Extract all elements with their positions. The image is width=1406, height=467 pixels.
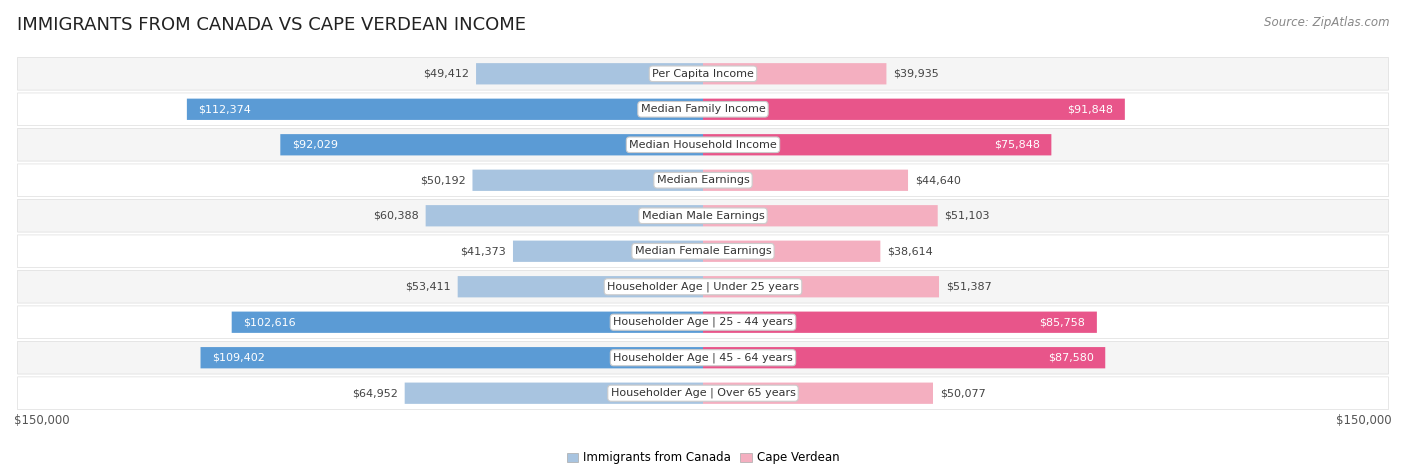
FancyBboxPatch shape xyxy=(17,93,1389,126)
Text: $53,411: $53,411 xyxy=(405,282,451,292)
Text: $92,029: $92,029 xyxy=(292,140,337,150)
FancyBboxPatch shape xyxy=(703,241,880,262)
Text: Median Household Income: Median Household Income xyxy=(628,140,778,150)
Text: Median Family Income: Median Family Income xyxy=(641,104,765,114)
FancyBboxPatch shape xyxy=(703,99,1125,120)
FancyBboxPatch shape xyxy=(17,199,1389,232)
Text: $102,616: $102,616 xyxy=(243,317,295,327)
Text: $50,192: $50,192 xyxy=(420,175,465,185)
FancyBboxPatch shape xyxy=(17,306,1389,339)
FancyBboxPatch shape xyxy=(703,134,1052,156)
Text: Median Earnings: Median Earnings xyxy=(657,175,749,185)
FancyBboxPatch shape xyxy=(458,276,703,297)
Text: Householder Age | Under 25 years: Householder Age | Under 25 years xyxy=(607,282,799,292)
FancyBboxPatch shape xyxy=(703,63,886,85)
FancyBboxPatch shape xyxy=(513,241,703,262)
FancyBboxPatch shape xyxy=(703,205,938,226)
FancyBboxPatch shape xyxy=(703,382,934,404)
Text: $112,374: $112,374 xyxy=(198,104,252,114)
Text: Median Male Earnings: Median Male Earnings xyxy=(641,211,765,221)
FancyBboxPatch shape xyxy=(426,205,703,226)
FancyBboxPatch shape xyxy=(17,57,1389,90)
Text: $51,103: $51,103 xyxy=(945,211,990,221)
Text: IMMIGRANTS FROM CANADA VS CAPE VERDEAN INCOME: IMMIGRANTS FROM CANADA VS CAPE VERDEAN I… xyxy=(17,16,526,35)
Text: $150,000: $150,000 xyxy=(1336,414,1392,427)
FancyBboxPatch shape xyxy=(17,164,1389,197)
FancyBboxPatch shape xyxy=(17,270,1389,303)
FancyBboxPatch shape xyxy=(201,347,703,368)
Text: $41,373: $41,373 xyxy=(460,246,506,256)
FancyBboxPatch shape xyxy=(187,99,703,120)
FancyBboxPatch shape xyxy=(703,311,1097,333)
Text: Source: ZipAtlas.com: Source: ZipAtlas.com xyxy=(1264,16,1389,29)
Text: $60,388: $60,388 xyxy=(373,211,419,221)
Text: $150,000: $150,000 xyxy=(14,414,70,427)
Text: $64,952: $64,952 xyxy=(352,388,398,398)
FancyBboxPatch shape xyxy=(17,341,1389,374)
Text: Householder Age | 45 - 64 years: Householder Age | 45 - 64 years xyxy=(613,353,793,363)
Text: Per Capita Income: Per Capita Income xyxy=(652,69,754,79)
Text: Median Female Earnings: Median Female Earnings xyxy=(634,246,772,256)
Text: $85,758: $85,758 xyxy=(1039,317,1085,327)
FancyBboxPatch shape xyxy=(405,382,703,404)
Text: $51,387: $51,387 xyxy=(946,282,991,292)
Text: $44,640: $44,640 xyxy=(915,175,960,185)
Text: $91,848: $91,848 xyxy=(1067,104,1114,114)
FancyBboxPatch shape xyxy=(232,311,703,333)
FancyBboxPatch shape xyxy=(17,235,1389,268)
Text: Householder Age | Over 65 years: Householder Age | Over 65 years xyxy=(610,388,796,398)
Text: $39,935: $39,935 xyxy=(893,69,939,79)
Text: $87,580: $87,580 xyxy=(1047,353,1094,363)
Legend: Immigrants from Canada, Cape Verdean: Immigrants from Canada, Cape Verdean xyxy=(562,446,844,467)
FancyBboxPatch shape xyxy=(17,128,1389,161)
FancyBboxPatch shape xyxy=(703,347,1105,368)
Text: Householder Age | 25 - 44 years: Householder Age | 25 - 44 years xyxy=(613,317,793,327)
Text: $109,402: $109,402 xyxy=(212,353,264,363)
Text: $49,412: $49,412 xyxy=(423,69,470,79)
Text: $50,077: $50,077 xyxy=(939,388,986,398)
FancyBboxPatch shape xyxy=(280,134,703,156)
Text: $75,848: $75,848 xyxy=(994,140,1040,150)
Text: $38,614: $38,614 xyxy=(887,246,934,256)
FancyBboxPatch shape xyxy=(477,63,703,85)
FancyBboxPatch shape xyxy=(472,170,703,191)
FancyBboxPatch shape xyxy=(703,276,939,297)
FancyBboxPatch shape xyxy=(17,377,1389,410)
FancyBboxPatch shape xyxy=(703,170,908,191)
